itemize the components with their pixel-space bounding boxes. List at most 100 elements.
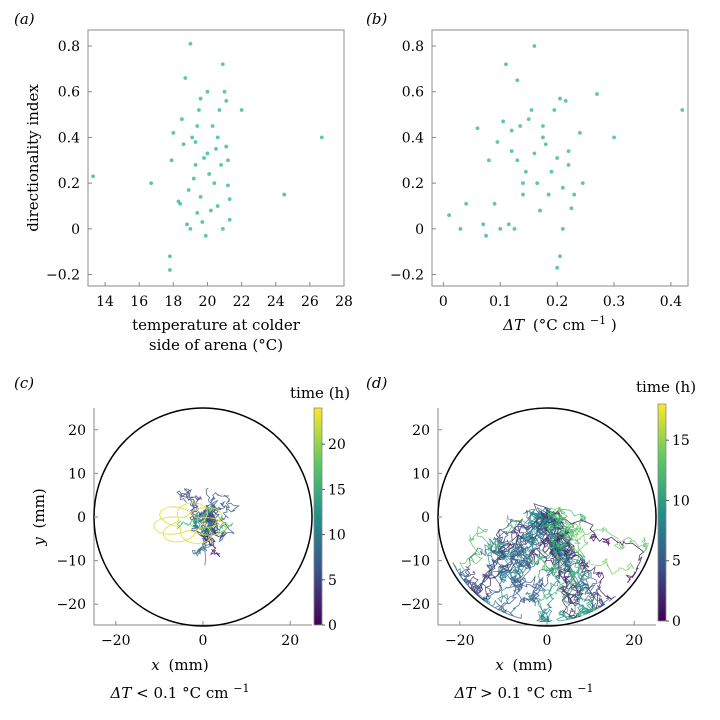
scatter-point — [680, 108, 685, 112]
scatter-point — [224, 98, 229, 103]
scatter-point — [178, 201, 183, 206]
scatter-point — [529, 108, 534, 112]
scatter-point — [541, 135, 545, 140]
scatter-point — [484, 233, 488, 238]
x-tick-label: 26 — [301, 294, 319, 310]
colorbar-tick-label: 10 — [328, 528, 346, 544]
panel-b-xlabel-exp: −1 — [590, 314, 606, 327]
scatter-point — [185, 222, 189, 227]
scatter-point — [226, 183, 230, 188]
scatter-point — [198, 96, 203, 101]
panel-a-frame — [87, 29, 345, 287]
scatter-point — [486, 158, 491, 163]
panel-d-ticks: −20 0 20 −20 −10 0 10 20 — [400, 423, 643, 649]
scatter-point — [282, 192, 287, 197]
panel-a-points — [91, 41, 324, 272]
scatter-point — [572, 192, 577, 197]
y-tick-label: 0.2 — [58, 176, 80, 192]
scatter-point — [543, 142, 548, 147]
scatter-point — [558, 96, 562, 101]
scatter-point — [464, 201, 469, 206]
colorbar-tick-label: 0 — [672, 614, 681, 630]
y-tick-label: −10 — [56, 554, 86, 570]
scatter-point — [191, 176, 196, 181]
y-tick-label: −20 — [400, 597, 430, 613]
panel-c-condition-prefix: ΔT — [110, 684, 133, 702]
panel-label-c: (c) — [14, 374, 34, 392]
scatter-point — [193, 140, 198, 144]
scatter-point — [495, 140, 500, 144]
scatter-point — [492, 201, 497, 206]
panel-b-xlabel-close: ) — [611, 316, 617, 334]
scatter-point — [498, 226, 503, 231]
scatter-point — [208, 208, 213, 213]
trajectory — [524, 521, 561, 623]
panel-a: 14 16 18 20 22 24 26 28 −0.2 0 0.2 0.4 0.6 0.8 temper… — [24, 29, 353, 354]
scatter-point — [535, 181, 540, 186]
scatter-point — [569, 206, 574, 211]
scatter-point — [219, 162, 224, 167]
trajectory — [511, 507, 552, 566]
panel-a-ylabel: directionality index — [24, 84, 42, 232]
scatter-point — [546, 192, 551, 197]
panel-d-condition-mid: > 0.1 °C cm — [480, 684, 572, 702]
y-tick-label: −0.2 — [46, 268, 80, 284]
scatter-point — [149, 181, 154, 186]
scatter-point — [523, 169, 528, 174]
scatter-point — [578, 130, 582, 135]
panel-label-b: (b) — [366, 10, 387, 28]
scatter-point — [595, 92, 599, 96]
panel-a-xlabel-line2: side of arena (°C) — [149, 336, 283, 354]
scatter-point — [506, 222, 511, 227]
scatter-point — [521, 192, 525, 197]
panel-c-ylabel-var: y — [30, 537, 48, 547]
scatter-point — [215, 135, 220, 140]
panel-d-colorbar-label: time (h) — [636, 378, 696, 396]
x-tick-label: 0.4 — [660, 294, 682, 310]
x-tick-label: 20 — [281, 633, 299, 649]
trajectory — [458, 513, 549, 593]
scatter-point — [319, 135, 324, 140]
scatter-point — [227, 197, 232, 202]
panel-b-xlabel: ΔT (°C cm −1 ) — [502, 310, 617, 334]
scatter-point — [214, 146, 218, 151]
y-tick-label: 0.4 — [402, 130, 424, 146]
panel-label-a: (a) — [14, 10, 35, 28]
scatter-point — [197, 108, 201, 112]
trajectory — [540, 511, 613, 600]
colorbar-tick-label: 0 — [328, 618, 337, 634]
y-tick-label: −20 — [56, 597, 86, 613]
trajectory — [545, 510, 645, 583]
scatter-point — [509, 128, 514, 133]
y-tick-label: 0.6 — [58, 85, 80, 101]
x-tick-label: 20 — [625, 633, 643, 649]
x-tick-label: 24 — [267, 294, 285, 310]
y-tick-label: 10 — [68, 466, 86, 482]
scatter-point — [171, 130, 176, 135]
y-tick-label: 0.6 — [402, 85, 424, 101]
scatter-point — [220, 62, 225, 67]
scatter-point — [239, 108, 244, 112]
panel-d-condition-prefix: ΔT — [454, 684, 477, 702]
scatter-point — [198, 194, 203, 199]
panel-c-condition-exp: −1 — [233, 682, 249, 695]
panel-d-condition-exp: −1 — [577, 682, 593, 695]
panel-d-colorbar-ticks: 0 5 10 15 — [666, 433, 690, 630]
panel-d-xlabel-var: x — [495, 656, 504, 674]
panel-a-xlabel-line1: temperature at colder — [132, 316, 301, 334]
x-tick-label: 16 — [130, 294, 148, 310]
y-tick-label: −0.2 — [390, 268, 424, 284]
trajectory — [205, 492, 240, 520]
panel-b: 0 0.1 0.2 0.3 0.4 −0.2 0 0.2 0.4 0.6 0.8 ΔT (°C cm… — [390, 29, 689, 334]
colorbar-tick-label: 5 — [672, 554, 681, 570]
x-tick-label: 14 — [96, 294, 114, 310]
x-tick-label: 20 — [199, 294, 217, 310]
x-tick-label: −20 — [101, 633, 131, 649]
y-tick-label: 0 — [71, 222, 80, 238]
panel-c-colorbar — [313, 407, 323, 626]
scatter-point — [560, 185, 565, 190]
panel-b-xlabel-units: (°C cm — [533, 316, 585, 334]
y-tick-label: 0.8 — [58, 39, 80, 55]
scatter-point — [193, 162, 198, 167]
